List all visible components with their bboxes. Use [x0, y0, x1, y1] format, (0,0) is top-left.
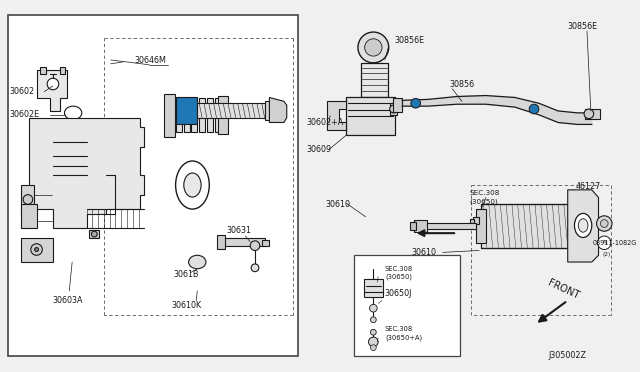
- Ellipse shape: [579, 219, 588, 232]
- Bar: [40, 67, 46, 74]
- Text: 30609: 30609: [306, 145, 331, 154]
- Bar: [476, 209, 486, 243]
- Text: (30650): (30650): [385, 273, 412, 280]
- Text: 30631: 30631: [226, 226, 251, 235]
- Bar: [168, 99, 174, 132]
- Text: 30602E: 30602E: [10, 110, 40, 119]
- Circle shape: [371, 345, 376, 350]
- Bar: [90, 230, 99, 238]
- Bar: [218, 96, 228, 134]
- Bar: [199, 99, 205, 132]
- Ellipse shape: [189, 255, 206, 269]
- Polygon shape: [29, 118, 145, 228]
- Circle shape: [371, 317, 376, 323]
- Circle shape: [47, 78, 59, 90]
- Text: (30650): (30650): [470, 198, 499, 205]
- Text: 30610: 30610: [325, 200, 350, 209]
- Polygon shape: [21, 204, 36, 228]
- Ellipse shape: [175, 161, 209, 209]
- Circle shape: [251, 264, 259, 272]
- Circle shape: [35, 248, 38, 251]
- Text: 30856E: 30856E: [568, 22, 598, 31]
- Circle shape: [369, 337, 378, 347]
- Text: SEC.308: SEC.308: [385, 326, 413, 332]
- Circle shape: [369, 304, 377, 312]
- Circle shape: [598, 236, 611, 250]
- Bar: [361, 63, 388, 96]
- Polygon shape: [568, 190, 598, 262]
- Circle shape: [596, 216, 612, 231]
- Bar: [364, 279, 383, 296]
- Bar: [176, 99, 182, 132]
- Text: 3061B: 3061B: [173, 270, 198, 279]
- Bar: [184, 99, 189, 132]
- Circle shape: [600, 220, 608, 227]
- Text: 30646M: 30646M: [134, 57, 166, 65]
- Text: J305002Z: J305002Z: [548, 351, 586, 360]
- Bar: [354, 255, 460, 356]
- Text: SEC.308: SEC.308: [385, 266, 413, 272]
- Bar: [346, 96, 394, 135]
- Polygon shape: [21, 185, 34, 214]
- Polygon shape: [36, 70, 67, 111]
- Bar: [183, 103, 269, 118]
- Ellipse shape: [184, 173, 201, 197]
- Bar: [191, 99, 197, 132]
- Text: (2): (2): [602, 252, 611, 257]
- Text: 30603A: 30603A: [52, 296, 83, 305]
- Text: 30602+A: 30602+A: [306, 118, 343, 127]
- Circle shape: [92, 231, 97, 237]
- Circle shape: [390, 105, 397, 113]
- Bar: [164, 94, 175, 137]
- Circle shape: [23, 195, 33, 204]
- Bar: [207, 99, 212, 132]
- Bar: [176, 96, 197, 124]
- Polygon shape: [470, 219, 474, 224]
- Bar: [414, 220, 428, 232]
- Circle shape: [411, 99, 420, 108]
- Text: N: N: [602, 240, 607, 245]
- Text: 30856: 30856: [449, 80, 474, 89]
- Bar: [214, 99, 220, 132]
- Text: SEC.308: SEC.308: [470, 190, 500, 196]
- Bar: [218, 235, 225, 248]
- Circle shape: [584, 109, 594, 119]
- Circle shape: [31, 244, 42, 255]
- Circle shape: [358, 32, 388, 63]
- Bar: [178, 99, 195, 122]
- Bar: [60, 67, 65, 74]
- Polygon shape: [327, 101, 346, 130]
- Bar: [410, 222, 416, 230]
- Bar: [481, 204, 568, 248]
- Text: 30610: 30610: [412, 248, 437, 257]
- Bar: [424, 222, 476, 229]
- Text: (30650+A): (30650+A): [385, 335, 422, 341]
- Circle shape: [365, 39, 382, 56]
- Text: 46127: 46127: [575, 182, 601, 190]
- Ellipse shape: [65, 106, 82, 120]
- Bar: [262, 240, 269, 246]
- Text: 30650J: 30650J: [385, 289, 412, 298]
- Bar: [221, 238, 264, 246]
- Bar: [390, 103, 397, 115]
- Circle shape: [371, 329, 376, 335]
- Text: 30610K: 30610K: [172, 301, 202, 310]
- Bar: [392, 99, 402, 112]
- Bar: [8, 15, 298, 356]
- Text: 30602: 30602: [10, 87, 35, 96]
- Circle shape: [529, 104, 539, 114]
- Bar: [585, 109, 600, 119]
- Ellipse shape: [575, 214, 592, 237]
- Bar: [474, 217, 479, 224]
- Circle shape: [250, 241, 260, 250]
- Polygon shape: [21, 238, 53, 262]
- Bar: [264, 101, 282, 120]
- Polygon shape: [402, 96, 592, 124]
- Text: FRONT: FRONT: [547, 278, 581, 301]
- Text: 30856E: 30856E: [394, 36, 425, 45]
- Text: 08911-1082G: 08911-1082G: [593, 240, 637, 246]
- Polygon shape: [269, 97, 287, 122]
